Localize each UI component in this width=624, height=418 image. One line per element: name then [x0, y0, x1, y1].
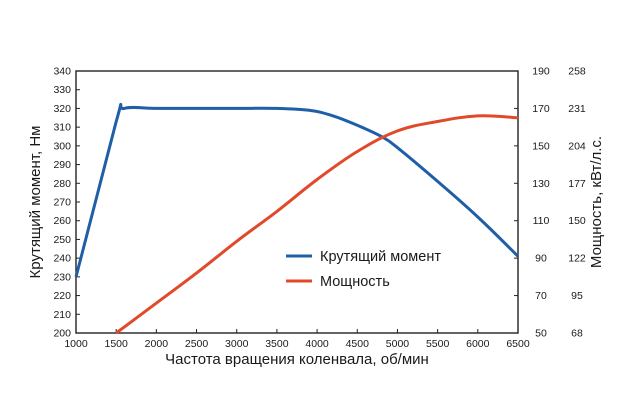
series-line-power [115, 114, 519, 335]
y-left-tick-label: 240 [53, 253, 71, 265]
x-axis-title: Частота вращения коленвала, об/мин [165, 351, 429, 368]
y-right-hp-tick-label: 68 [571, 328, 583, 340]
y-right-kw-tick-label: 170 [532, 103, 550, 115]
x-tick-label: 1500 [105, 338, 129, 350]
x-tick-label: 6500 [506, 338, 530, 350]
legend-label-power: Мощность [320, 274, 390, 290]
x-tick-label: 2500 [185, 338, 209, 350]
y-left-tick-label: 230 [53, 271, 71, 283]
y-right-kw-tick-label: 70 [535, 290, 547, 302]
y-right-hp-tick-label: 122 [568, 253, 586, 265]
y-right-ticks: 50 68 70 95 90 122 110 150 130 177 150 204 170 231 190… [514, 66, 586, 340]
y-right-hp-tick-label: 150 [568, 215, 586, 227]
x-tick-label: 5500 [426, 338, 450, 350]
y-left-tick-label: 280 [53, 178, 71, 190]
y-left-tick-label: 200 [53, 328, 71, 340]
y-left-tick-label: 290 [53, 159, 71, 171]
x-tick-label: 6000 [466, 338, 490, 350]
y-left-axis-title: Крутящий момент, Нм [27, 126, 44, 279]
y-right-kw-tick-label: 190 [532, 66, 550, 78]
series-line-torque [74, 102, 520, 278]
x-ticks: 1000 1500 2000 2500 3000 3500 4000 4500 5000 5500… [64, 329, 530, 350]
y-right-hp-tick-label: 177 [568, 178, 586, 190]
y-right-axis-title: Мощность, кВт/л.с. [588, 136, 605, 268]
y-right-hp-tick-label: 95 [571, 290, 583, 302]
x-tick-label: 2000 [145, 338, 169, 350]
legend-label-torque: Крутящий момент [320, 249, 441, 265]
y-left-tick-label: 210 [53, 309, 71, 321]
y-right-kw-tick-label: 50 [535, 328, 547, 340]
y-right-kw-tick-label: 130 [532, 178, 550, 190]
y-left-tick-label: 260 [53, 215, 71, 227]
y-right-hp-tick-label: 204 [568, 140, 586, 152]
x-tick-label: 1000 [64, 338, 88, 350]
y-right-hp-tick-label: 231 [568, 103, 586, 115]
legend: Крутящий момент Мощность [279, 240, 475, 297]
y-left-tick-label: 250 [53, 234, 71, 246]
y-left-tick-label: 320 [53, 103, 71, 115]
y-left-tick-label: 220 [53, 290, 71, 302]
y-left-tick-label: 340 [53, 66, 71, 78]
y-right-kw-tick-label: 110 [533, 215, 550, 227]
y-left-ticks: 200 210 220 230 240 250 260 270 280 290 300 310 320 3… [53, 66, 80, 340]
y-left-tick-label: 330 [53, 84, 71, 96]
y-right-kw-tick-label: 90 [535, 253, 547, 265]
x-tick-label: 3500 [265, 338, 289, 350]
x-tick-label: 3000 [225, 338, 249, 350]
y-left-tick-label: 270 [53, 197, 71, 209]
y-left-tick-label: 300 [53, 140, 71, 152]
y-right-hp-tick-label: 258 [568, 66, 586, 78]
y-right-kw-tick-label: 150 [532, 140, 550, 152]
x-tick-label: 5000 [386, 338, 410, 350]
legend-box [279, 240, 475, 297]
y-left-tick-label: 310 [53, 122, 71, 134]
series-layer [74, 102, 520, 335]
x-tick-label: 4000 [305, 338, 329, 350]
x-tick-label: 4500 [346, 338, 370, 350]
